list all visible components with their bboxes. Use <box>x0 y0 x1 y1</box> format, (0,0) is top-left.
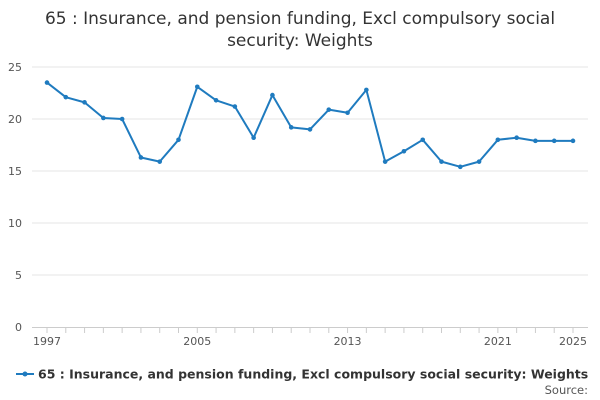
x-tick-label: 1997 <box>33 335 61 348</box>
source-label: Source: <box>545 383 588 397</box>
data-point[interactable] <box>533 138 538 144</box>
y-tick-label: 0 <box>15 321 22 334</box>
y-tick-label: 5 <box>15 269 22 282</box>
y-tick-label: 15 <box>8 165 22 178</box>
legend[interactable]: 65 : Insurance, and pension funding, Exc… <box>16 367 588 382</box>
data-point[interactable] <box>119 116 125 122</box>
chart-title-line2: security: Weights <box>227 31 373 51</box>
data-point[interactable] <box>307 127 313 132</box>
x-tick-label: 2005 <box>183 335 211 348</box>
data-point[interactable] <box>44 80 50 85</box>
data-point[interactable] <box>551 138 557 144</box>
data-point[interactable] <box>251 135 256 141</box>
data-point[interactable] <box>570 138 576 144</box>
data-point[interactable] <box>420 137 426 143</box>
data-point[interactable] <box>495 137 501 143</box>
data-point[interactable] <box>364 87 369 93</box>
data-point[interactable] <box>476 159 482 164</box>
legend-point-marker <box>22 371 28 377</box>
data-point[interactable] <box>514 135 519 141</box>
data-point[interactable] <box>82 100 87 105</box>
data-point[interactable] <box>194 84 200 90</box>
data-point[interactable] <box>138 155 144 160</box>
data-point[interactable] <box>213 97 219 103</box>
y-tick-label: 20 <box>8 113 22 126</box>
data-point[interactable] <box>382 159 388 164</box>
data-point[interactable] <box>457 164 463 170</box>
x-tick-label: 2021 <box>484 335 512 348</box>
series <box>44 80 576 170</box>
data-point[interactable] <box>232 104 238 109</box>
y-tick-label: 10 <box>8 217 22 230</box>
y-axis-ticks: 0 5 10 15 20 25 <box>8 61 22 334</box>
gridlines <box>32 66 588 276</box>
data-point[interactable] <box>270 92 275 98</box>
series-line <box>46 81 573 168</box>
data-point[interactable] <box>439 159 444 164</box>
data-point[interactable] <box>326 107 332 112</box>
x-axis-ticks: 1997 2005 2013 2021 2025 <box>33 335 587 348</box>
data-point[interactable] <box>157 159 163 164</box>
data-point[interactable] <box>401 148 407 154</box>
chart-title-line1: 65 : Insurance, and pension funding, Exc… <box>45 9 555 29</box>
data-point[interactable] <box>176 137 181 143</box>
data-point[interactable] <box>63 94 69 100</box>
data-point[interactable] <box>101 115 106 121</box>
axes <box>32 327 588 333</box>
data-point[interactable] <box>345 110 350 116</box>
legend-label: 65 : Insurance, and pension funding, Exc… <box>38 367 588 382</box>
x-tick-label: 2013 <box>334 335 362 348</box>
data-point[interactable] <box>288 125 294 130</box>
x-tick-label: 2025 <box>559 335 587 348</box>
y-tick-label: 25 <box>8 61 22 74</box>
